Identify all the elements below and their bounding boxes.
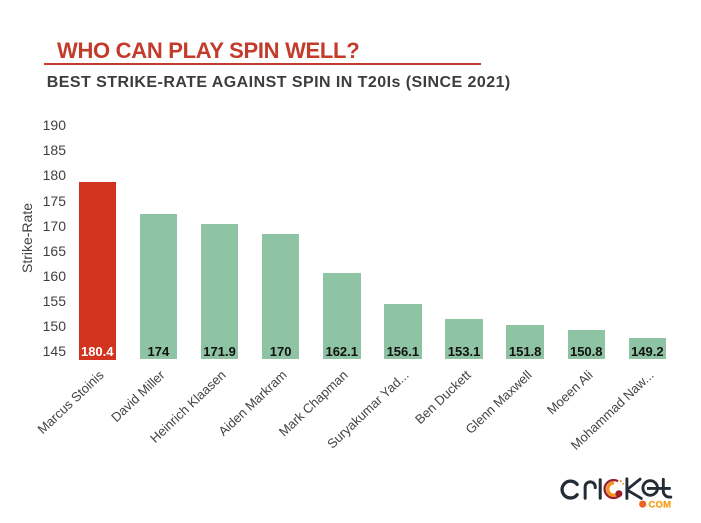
svg-text:COM: COM xyxy=(648,500,671,511)
